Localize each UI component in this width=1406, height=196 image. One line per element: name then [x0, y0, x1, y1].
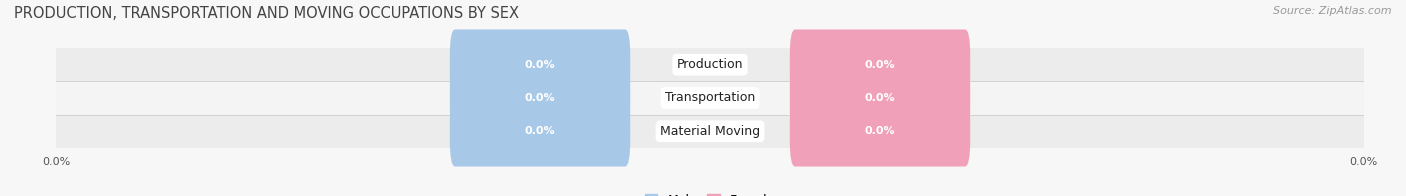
- Text: 0.0%: 0.0%: [524, 60, 555, 70]
- Text: PRODUCTION, TRANSPORTATION AND MOVING OCCUPATIONS BY SEX: PRODUCTION, TRANSPORTATION AND MOVING OC…: [14, 6, 519, 21]
- Text: Material Moving: Material Moving: [659, 125, 761, 138]
- Text: Source: ZipAtlas.com: Source: ZipAtlas.com: [1274, 6, 1392, 16]
- Text: 0.0%: 0.0%: [865, 93, 896, 103]
- FancyBboxPatch shape: [450, 96, 630, 167]
- Text: 0.0%: 0.0%: [865, 60, 896, 70]
- Text: Production: Production: [676, 58, 744, 71]
- Bar: [56, 115, 1364, 148]
- FancyBboxPatch shape: [790, 29, 970, 100]
- Text: Transportation: Transportation: [665, 92, 755, 104]
- Text: 0.0%: 0.0%: [524, 93, 555, 103]
- Text: 0.0%: 0.0%: [524, 126, 555, 136]
- Bar: [56, 48, 1364, 81]
- FancyBboxPatch shape: [790, 63, 970, 133]
- FancyBboxPatch shape: [450, 63, 630, 133]
- Legend: Male, Female: Male, Female: [645, 194, 775, 196]
- FancyBboxPatch shape: [790, 96, 970, 167]
- FancyBboxPatch shape: [450, 29, 630, 100]
- Bar: [56, 81, 1364, 115]
- Text: 0.0%: 0.0%: [865, 126, 896, 136]
